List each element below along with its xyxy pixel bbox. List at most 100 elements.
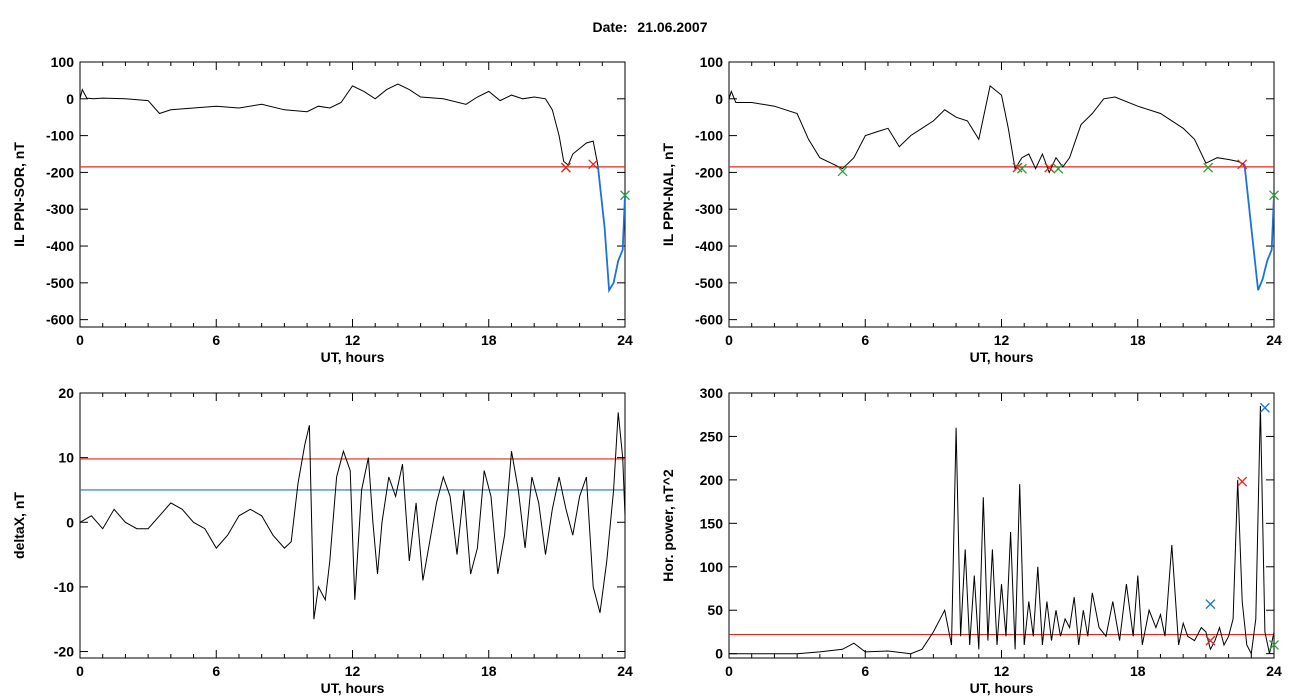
y-tick-label: 0	[66, 514, 74, 530]
date-value: 21.06.2007	[637, 19, 708, 35]
x-tick-label: 12	[994, 332, 1010, 348]
x-tick-label: 24	[1266, 663, 1282, 679]
x-tick-label: 12	[345, 332, 361, 348]
chart-panel-2: 0 6 12 18 24 100 0 -100 -200 -300 -400 -500 -600 UT, …	[660, 54, 1282, 365]
x-marker-green	[1053, 163, 1064, 174]
y-tick-label: -200	[46, 164, 74, 180]
series-line-1	[729, 405, 1274, 656]
y-tick-label: -100	[695, 128, 723, 144]
x-marker-red	[1044, 162, 1055, 173]
x-tick-label: 6	[861, 332, 869, 348]
x-tick-label: 6	[212, 332, 220, 348]
x-marker-stroke	[620, 190, 630, 201]
y-tick-label: 100	[700, 54, 724, 70]
data-layer	[80, 83, 625, 294]
y-tick-label: 300	[700, 385, 724, 401]
x-tick-label: 24	[1266, 332, 1282, 348]
x-marker-stroke	[1269, 640, 1279, 650]
y-tick-label: 100	[51, 54, 75, 70]
data-layer	[729, 405, 1274, 656]
y-axis-label: Hor. power, nT^2	[660, 469, 676, 582]
plot-frame	[79, 61, 626, 328]
y-axis-label: deltaX, nT	[11, 492, 27, 559]
x-marker-red	[1205, 635, 1216, 646]
y-tick-label: -20	[54, 644, 74, 660]
y-tick-label: 50	[707, 602, 723, 618]
x-marker-stroke	[588, 159, 599, 170]
chart-panel-1: 0 6 12 18 24 100 0 -100 -200 -300 -400 -500 -600 UT, …	[11, 54, 633, 365]
y-tick-label: -500	[695, 275, 723, 291]
x-marker-blue	[1205, 599, 1216, 610]
y-axis-label: IL PPN-SOR, nT	[11, 142, 27, 247]
x-tick-label: 6	[861, 663, 869, 679]
highlight-segment	[1243, 164, 1274, 291]
y-tick-label: -300	[695, 201, 723, 217]
y-tick-label: -400	[46, 238, 74, 254]
x-tick-label: 12	[994, 663, 1010, 679]
x-marker-green	[620, 190, 630, 201]
y-tick-label: -600	[695, 312, 723, 328]
y-tick-label: -600	[46, 312, 74, 328]
x-marker-stroke	[1203, 162, 1214, 173]
data-layer	[80, 412, 625, 620]
x-marker-blue	[1259, 402, 1270, 413]
series-line-1	[80, 412, 625, 620]
y-tick-label: 0	[66, 91, 74, 107]
date-label: Date:	[592, 19, 628, 35]
y-tick-label: 250	[700, 428, 724, 444]
x-marker-red	[1237, 159, 1248, 170]
plot-frame	[728, 61, 1275, 328]
x-marker-green	[1269, 640, 1279, 650]
y-tick-label: -200	[695, 164, 723, 180]
x-tick-label: 18	[481, 663, 497, 679]
x-tick-label: 18	[1130, 663, 1146, 679]
x-marker-red	[588, 159, 599, 170]
x-marker-green	[1269, 190, 1279, 201]
x-axis-label: UT, hours	[321, 349, 385, 365]
x-axis-label: UT, hours	[970, 680, 1034, 696]
x-marker-stroke	[1259, 402, 1270, 413]
y-tick-label: -400	[695, 238, 723, 254]
x-marker-stroke	[1269, 190, 1279, 201]
chart-panel-3: 0 6 12 18 24 20 10 0 -10 -20 UT, hours deltaX, nT	[11, 385, 633, 696]
x-marker-stroke	[837, 166, 848, 177]
y-tick-label: 10	[58, 450, 74, 466]
y-tick-label: -100	[46, 128, 74, 144]
x-marker-red	[560, 162, 571, 173]
x-marker-stroke	[1205, 635, 1216, 646]
y-tick-label: -10	[54, 579, 74, 595]
x-tick-label: 0	[76, 663, 84, 679]
x-axis-label: UT, hours	[970, 349, 1034, 365]
x-tick-label: 6	[212, 663, 220, 679]
date-title: Date: 21.06.2007	[0, 19, 1300, 35]
series-line-1	[80, 83, 599, 166]
x-marker-stroke	[1205, 599, 1216, 610]
y-tick-label: 20	[58, 385, 74, 401]
y-axis-label: IL PPN-NAL, nT	[660, 142, 676, 246]
plot-frame	[728, 392, 1275, 659]
y-tick-label: 0	[715, 646, 723, 662]
x-axis-label: UT, hours	[321, 680, 385, 696]
y-tick-label: 100	[700, 559, 724, 575]
x-marker-stroke	[560, 162, 571, 173]
x-tick-label: 0	[725, 663, 733, 679]
x-marker-stroke	[1012, 162, 1023, 173]
y-tick-label: -500	[46, 275, 74, 291]
x-marker-green	[1203, 162, 1214, 173]
x-tick-label: 0	[76, 332, 84, 348]
x-tick-label: 24	[617, 332, 633, 348]
x-marker-stroke	[1237, 476, 1248, 487]
x-marker-green	[837, 166, 848, 177]
chart-panel-4: 0 6 12 18 24 300 250 200 150 100 50 0 UT, hours Hor. …	[660, 385, 1282, 696]
y-tick-label: 150	[700, 515, 724, 531]
data-layer	[729, 84, 1274, 291]
x-tick-label: 0	[725, 332, 733, 348]
y-tick-label: 0	[715, 91, 723, 107]
highlight-segment	[596, 165, 625, 294]
y-tick-label: -300	[46, 201, 74, 217]
x-marker-red	[1237, 476, 1248, 487]
series-line-1	[729, 84, 1245, 174]
x-marker-stroke	[1053, 163, 1064, 174]
x-marker-stroke	[1044, 162, 1055, 173]
x-marker-stroke	[1237, 159, 1248, 170]
